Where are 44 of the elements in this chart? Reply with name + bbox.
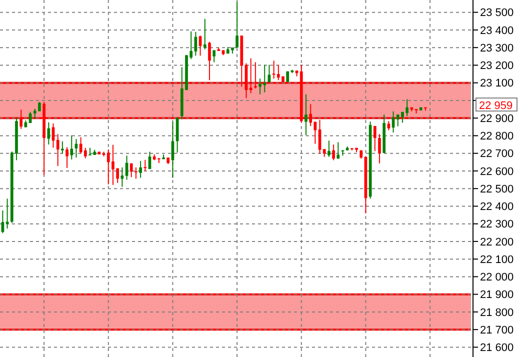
candlestick	[336, 142, 340, 160]
candlestick	[47, 122, 50, 146]
y-tick-label: 22 400	[480, 201, 514, 214]
y-tick-label: 21 800	[480, 306, 514, 319]
y-tick-label: 21 900	[480, 289, 514, 302]
candlestick	[212, 50, 216, 63]
y-tick-label: 22 200	[480, 236, 514, 248]
text: 22 959	[479, 100, 513, 112]
candlestick	[134, 166, 138, 180]
candlestick	[70, 134, 74, 160]
y-tick-label: 22 700	[480, 148, 514, 160]
candlestick	[84, 147, 87, 159]
candlestick	[130, 162, 133, 178]
candlestick	[56, 134, 60, 167]
y-tick-label: 23 100	[480, 78, 514, 90]
candlestick	[203, 18, 206, 50]
y-tick-label: 22 600	[480, 166, 514, 178]
candlestick	[139, 160, 142, 178]
candlestick	[120, 166, 124, 188]
y-tick-label: 23 300	[480, 42, 514, 54]
y-tick-label: 21 600	[480, 342, 514, 354]
candlestick	[373, 126, 376, 152]
candlestick	[144, 159, 147, 172]
candlestick	[328, 140, 330, 158]
candlestick	[236, 1, 238, 48]
y-tick-label: 21 700	[480, 324, 514, 336]
candlestick	[304, 94, 308, 136]
candlestick	[268, 64, 271, 82]
y-tick-label: 22 000	[480, 272, 514, 284]
y-tick-label: 23 200	[480, 60, 514, 72]
candlestick	[66, 146, 68, 168]
y-tick-label: 23 500	[480, 7, 514, 20]
y-tick-label: 22 800	[480, 130, 514, 143]
y-tick-label: 22 900	[480, 112, 514, 125]
y-tick-label: 23 400	[480, 24, 514, 37]
y-tick-label: 22 300	[480, 218, 514, 231]
candlestick	[332, 144, 335, 161]
candlestick	[208, 41, 211, 81]
candlestick	[6, 198, 9, 230]
candlestick	[387, 120, 390, 131]
y-tick-label: 22 100	[480, 254, 514, 266]
candlestick	[61, 140, 64, 154]
y-tick-label: 22 500	[480, 183, 514, 196]
candlestick	[378, 134, 381, 164]
